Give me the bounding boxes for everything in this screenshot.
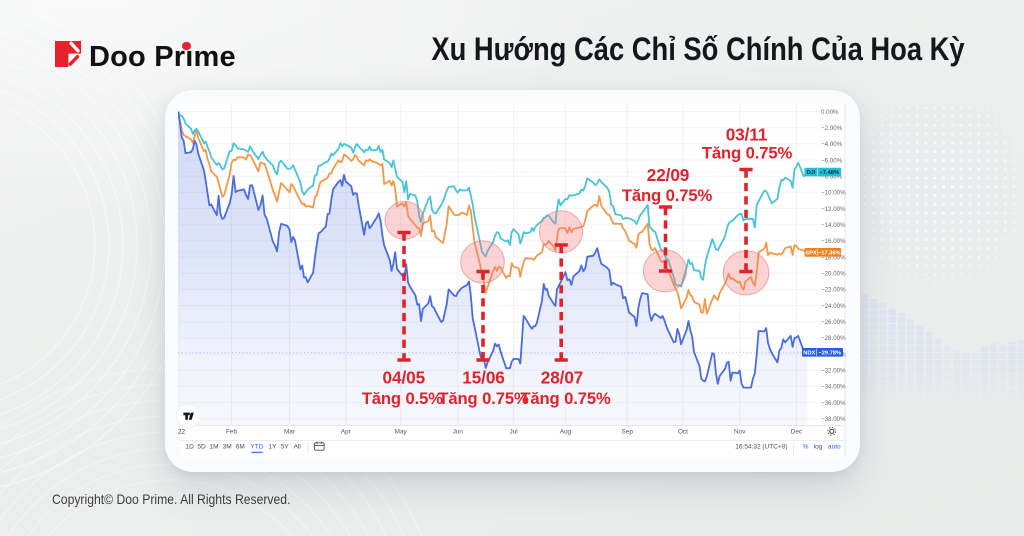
svg-text:−12.00%: −12.00% — [821, 206, 846, 213]
svg-text:−28.00%: −28.00% — [821, 335, 846, 342]
svg-text:1M: 1M — [209, 444, 218, 451]
svg-text:−7.48%: −7.48% — [820, 170, 839, 176]
svg-text:%: % — [803, 444, 809, 451]
svg-text:−29.78%: −29.78% — [818, 350, 841, 356]
svg-text:Dec: Dec — [791, 429, 803, 436]
svg-text:−34.00%: −34.00% — [821, 384, 846, 391]
svg-text:−20.00%: −20.00% — [821, 271, 846, 278]
svg-text:May: May — [395, 429, 408, 436]
svg-text:−16.00%: −16.00% — [821, 238, 846, 245]
svg-text:−6.00%: −6.00% — [821, 157, 843, 164]
svg-text:−26.00%: −26.00% — [821, 319, 846, 326]
svg-text:−10.00%: −10.00% — [821, 190, 846, 197]
svg-text:Tăng 0.75%: Tăng 0.75% — [702, 143, 793, 162]
svg-text:−18.00%: −18.00% — [821, 254, 846, 261]
svg-text:3M: 3M — [223, 444, 232, 451]
svg-text:1D: 1D — [186, 444, 195, 451]
svg-text:Tăng 0.75%: Tăng 0.75% — [622, 186, 713, 205]
svg-text:Sep: Sep — [622, 429, 634, 436]
svg-text:Nov: Nov — [734, 429, 746, 436]
svg-text:YTD: YTD — [250, 444, 263, 451]
svg-text:DJI: DJI — [807, 170, 816, 176]
svg-text:auto: auto — [828, 444, 841, 451]
svg-text:0.00%: 0.00% — [821, 109, 839, 116]
svg-text:Jul: Jul — [510, 429, 518, 436]
svg-text:log: log — [814, 444, 823, 451]
svg-text:−38.00%: −38.00% — [821, 416, 846, 423]
svg-text:Apr: Apr — [341, 429, 352, 436]
svg-text:Jun: Jun — [453, 429, 464, 436]
svg-text:−32.00%: −32.00% — [821, 368, 846, 375]
svg-text:−36.00%: −36.00% — [821, 400, 846, 407]
svg-text:6M: 6M — [236, 444, 245, 451]
svg-text:22/09: 22/09 — [647, 165, 690, 185]
svg-text:SPX: SPX — [805, 250, 817, 256]
svg-text:28/07: 28/07 — [541, 368, 584, 388]
svg-text:Aug: Aug — [560, 429, 572, 436]
svg-text:−24.00%: −24.00% — [821, 303, 846, 310]
svg-text:03/11: 03/11 — [726, 124, 768, 144]
svg-text:5Y: 5Y — [281, 444, 290, 451]
svg-text:04/05: 04/05 — [383, 368, 426, 388]
svg-text:Tăng 0.75%: Tăng 0.75% — [520, 389, 611, 408]
svg-text:−4.00%: −4.00% — [821, 141, 843, 148]
svg-text:Tăng 0.75%: Tăng 0.75% — [438, 389, 529, 408]
svg-text:Mar: Mar — [284, 429, 296, 436]
svg-text:−22.00%: −22.00% — [821, 287, 846, 294]
svg-text:−14.00%: −14.00% — [821, 222, 846, 229]
svg-text:All: All — [294, 444, 302, 451]
svg-text:Feb: Feb — [226, 429, 237, 436]
svg-text:−17.36%: −17.36% — [818, 250, 841, 256]
svg-text:NDX: NDX — [803, 350, 815, 356]
svg-text:16:54:32 (UTC+8): 16:54:32 (UTC+8) — [735, 444, 787, 451]
svg-text:Oct: Oct — [678, 429, 688, 436]
svg-text:1Y: 1Y — [269, 444, 278, 451]
svg-text:Tăng 0.5%: Tăng 0.5% — [362, 389, 444, 408]
svg-text:15/06: 15/06 — [462, 368, 505, 388]
svg-text:−2.00%: −2.00% — [821, 125, 843, 132]
svg-text:5D: 5D — [197, 444, 206, 451]
svg-text:22: 22 — [178, 429, 186, 436]
svg-text:−8.00%: −8.00% — [821, 174, 843, 181]
